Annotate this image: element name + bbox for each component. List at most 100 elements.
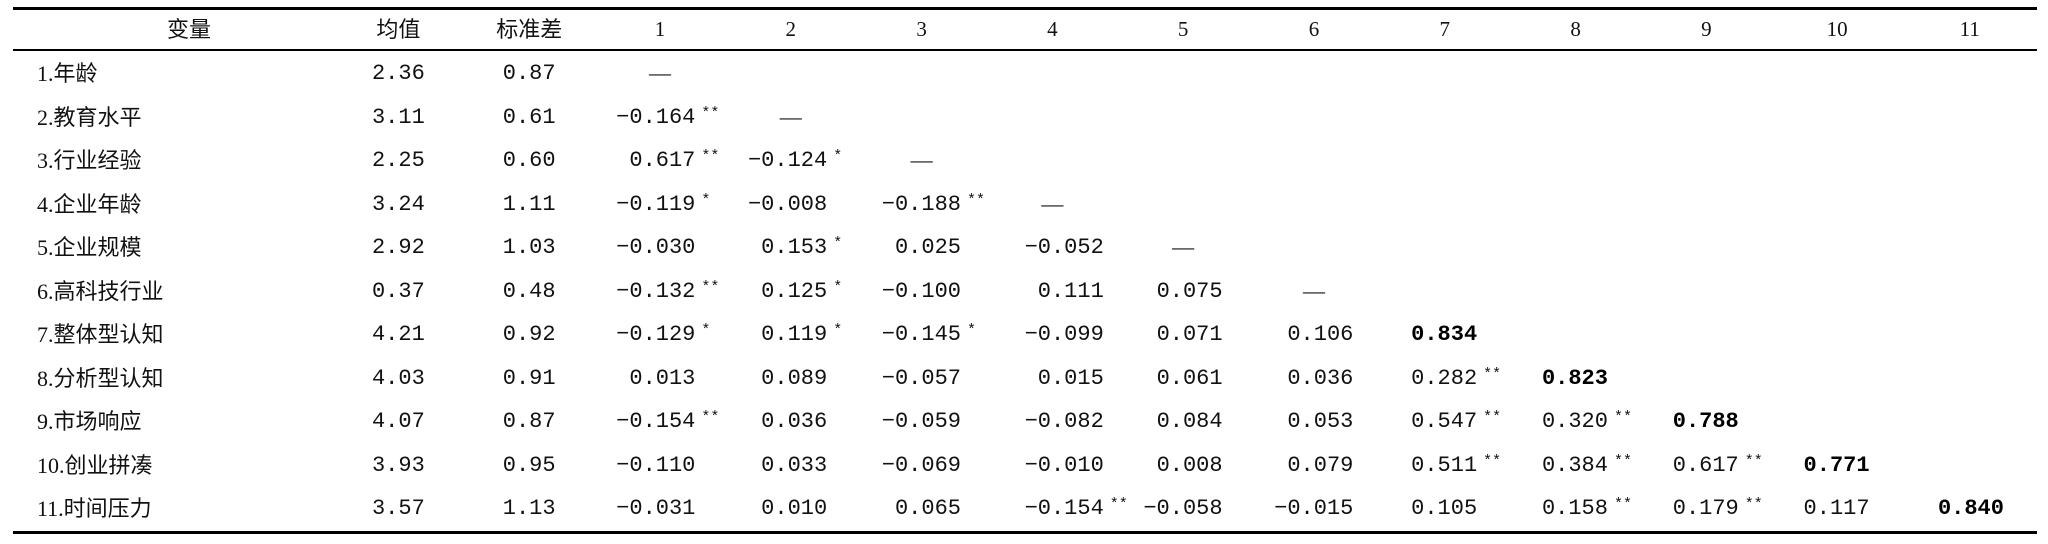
correlation-value: −0.030 xyxy=(616,235,696,260)
correlation-value: 0.153 xyxy=(761,235,828,260)
correlation-cell: 0.547 ** xyxy=(1379,400,1510,444)
mean-value: 4.21 xyxy=(371,322,425,347)
reliability-value: 0.834 xyxy=(1411,322,1478,347)
correlation-value: 0.033 xyxy=(761,452,828,478)
significance-stars: * xyxy=(966,322,976,339)
diagonal-dash: — xyxy=(1041,190,1064,216)
correlation-cell: 0.065 xyxy=(856,487,987,531)
correlation-cell: 0.061 xyxy=(1118,357,1249,401)
correlation-cell: 0.834 xyxy=(1379,313,1510,357)
correlation-cell: 0.125 * xyxy=(725,270,856,314)
correlation-value: 0.105 xyxy=(1411,496,1478,521)
correlation-cell: 0.823 xyxy=(1510,357,1641,401)
correlation-value: 0.111 xyxy=(1037,278,1104,304)
table-row: 1.年龄 2.36 0.87 — xyxy=(13,52,2037,96)
correlation-cell: −0.052 xyxy=(987,226,1118,270)
correlation-cell: 0.105 xyxy=(1379,487,1510,531)
correlation-cell: 0.025 xyxy=(856,226,987,270)
correlation-cell: 0.079 xyxy=(1249,444,1380,488)
sd-value: 0.95 xyxy=(502,452,556,478)
variable-label: 4.企业年龄 xyxy=(37,191,142,217)
correlation-cell: −0.129 * xyxy=(595,313,726,357)
variable-label: 10.创业拼凑 xyxy=(37,452,153,478)
correlation-value: 0.036 xyxy=(1287,365,1354,391)
correlation-value: 0.036 xyxy=(761,409,828,434)
table-row: 2.教育水平 3.11 0.61 −0.164 ** — xyxy=(13,96,2037,140)
table-row: 6.高科技行业 0.37 0.48 −0.132 ** 0.125 * −0.100 0.111… xyxy=(13,270,2037,314)
header-col-8: 8 xyxy=(1570,17,1581,41)
correlation-value: 0.179 xyxy=(1672,496,1739,521)
significance-stars: * xyxy=(833,235,843,252)
diagonal-dash: — xyxy=(910,147,933,172)
significance-stars: ** xyxy=(1483,452,1502,470)
correlation-cell: — xyxy=(725,96,856,140)
diagonal-dash: — xyxy=(1172,234,1195,259)
correlation-cell: −0.119 * xyxy=(595,183,726,227)
correlation-cell: 0.179 ** xyxy=(1641,487,1772,531)
mean-value: 3.11 xyxy=(371,104,425,130)
correlation-value: 0.008 xyxy=(1156,452,1223,478)
correlation-cell: 0.119 * xyxy=(725,313,856,357)
correlation-cell: 0.075 xyxy=(1118,270,1249,314)
correlation-value: −0.031 xyxy=(616,496,696,521)
table-row: 11.时间压力 3.57 1.13 −0.031 0.010 0.065 −0.154 ** −… xyxy=(13,487,2037,531)
sd-value: 0.87 xyxy=(502,61,556,86)
mean-value: 4.03 xyxy=(371,365,425,391)
diagonal-dash: — xyxy=(648,60,671,85)
significance-stars: * xyxy=(701,322,711,339)
correlation-value: −0.164 xyxy=(616,104,696,130)
correlation-value: 0.158 xyxy=(1541,496,1608,521)
reliability-value: 0.788 xyxy=(1672,409,1739,434)
significance-stars: ** xyxy=(1613,496,1632,513)
variable-label: 6.高科技行业 xyxy=(37,278,164,304)
correlation-value: 0.089 xyxy=(761,365,828,391)
correlation-value: −0.008 xyxy=(747,191,828,217)
correlation-value: 0.125 xyxy=(761,278,828,304)
correlation-value: −0.069 xyxy=(881,452,961,478)
header-variable: 变量 xyxy=(166,17,211,42)
correlation-cell: 0.106 xyxy=(1249,313,1380,357)
significance-stars: ** xyxy=(1483,409,1502,426)
correlation-cell: 0.033 xyxy=(725,444,856,488)
correlation-cell: 0.158 ** xyxy=(1510,487,1641,531)
correlation-value: 0.053 xyxy=(1287,409,1354,434)
correlation-cell: −0.015 xyxy=(1249,487,1380,531)
correlation-value: 0.065 xyxy=(894,496,961,521)
correlation-value: 0.320 xyxy=(1541,409,1608,434)
correlation-value: −0.110 xyxy=(616,452,696,478)
sd-value: 0.48 xyxy=(502,278,556,304)
correlation-cell: 0.788 xyxy=(1641,400,1772,444)
correlation-value: −0.132 xyxy=(616,278,696,304)
correlation-cell: −0.100 xyxy=(856,270,987,314)
correlation-cell: 0.084 xyxy=(1118,400,1249,444)
table-row: 9.市场响应 4.07 0.87 −0.154 ** 0.036 −0.059 −0.082 0… xyxy=(13,400,2037,444)
correlation-value: 0.617 xyxy=(629,148,696,173)
table-row: 5.企业规模 2.92 1.03 −0.030 0.153 * 0.025 −0.052 — xyxy=(13,226,2037,270)
significance-stars: ** xyxy=(701,278,720,296)
correlation-cell: — xyxy=(987,183,1118,227)
header-mean: 均值 xyxy=(376,17,421,42)
correlation-value: 0.119 xyxy=(761,322,828,347)
significance-stars: ** xyxy=(1613,409,1632,426)
correlation-cell: — xyxy=(1118,226,1249,270)
correlation-cell: −0.010 xyxy=(987,444,1118,488)
significance-stars: ** xyxy=(701,104,720,122)
variable-label: 11.时间压力 xyxy=(37,496,152,521)
mean-value: 0.37 xyxy=(371,278,425,304)
reliability-value: 0.840 xyxy=(1937,496,2004,521)
header-col-11: 11 xyxy=(1959,17,1980,41)
variable-label: 3.行业经验 xyxy=(37,148,142,173)
correlation-value: 0.384 xyxy=(1541,452,1608,478)
correlation-value: 0.084 xyxy=(1156,409,1223,434)
sd-value: 1.13 xyxy=(502,496,556,521)
correlation-value: −0.010 xyxy=(1024,452,1104,478)
significance-stars: * xyxy=(833,148,843,165)
correlation-value: 0.282 xyxy=(1411,365,1478,391)
correlation-cell: 0.036 xyxy=(1249,357,1380,401)
reliability-value: 0.771 xyxy=(1803,452,1870,478)
header-col-3: 3 xyxy=(916,17,927,41)
correlation-cell: −0.058 xyxy=(1118,487,1249,531)
correlation-cell: — xyxy=(856,139,987,183)
correlation-cell: −0.030 xyxy=(595,226,726,270)
correlation-value: −0.099 xyxy=(1024,322,1104,347)
